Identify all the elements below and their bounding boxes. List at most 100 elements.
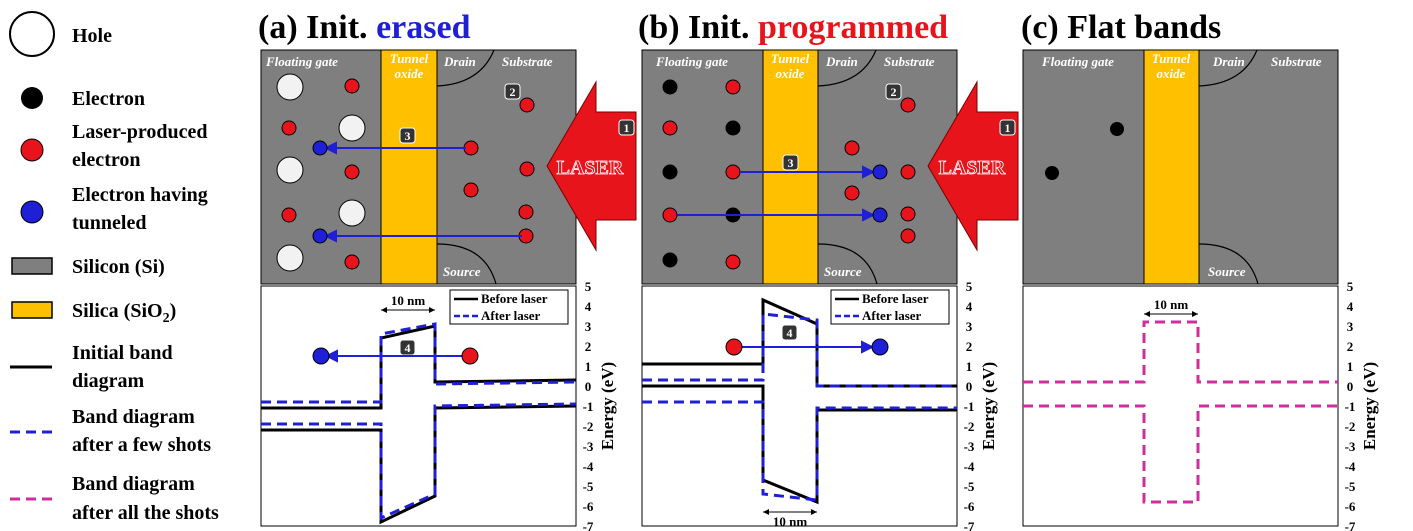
energy-tick-label: -1 bbox=[583, 399, 594, 414]
energy-tick-label: 5 bbox=[1347, 279, 1354, 294]
energy-tick-label: -5 bbox=[583, 479, 594, 494]
panel-a-laser-electron bbox=[344, 164, 360, 180]
panel-b-dimension: 10 nm bbox=[763, 509, 817, 529]
panel-b-band-legend: Before laser After laser bbox=[830, 289, 950, 325]
panel-b-step-4: 4 bbox=[781, 324, 798, 341]
svg-text:10 nm: 10 nm bbox=[391, 293, 425, 308]
panel-b-laser-electron bbox=[662, 207, 678, 223]
panel-a-oxide-label: oxide bbox=[395, 66, 424, 81]
panel-c-floating-gate-label: Floating gate bbox=[1041, 54, 1114, 69]
panel-b-laser-electron bbox=[662, 120, 678, 136]
panel-a-tunnel-label: Tunnel bbox=[390, 51, 429, 66]
panel-c-electron bbox=[1110, 122, 1124, 136]
energy-tick-label: -6 bbox=[1345, 499, 1356, 514]
panel-a-laser-electron bbox=[463, 182, 479, 198]
svg-text:Before laser: Before laser bbox=[481, 291, 548, 306]
energy-axis-label: Energy (eV) bbox=[1360, 362, 1379, 450]
panel-a-laser-electron bbox=[344, 78, 360, 94]
panel-c-band-flat-upper bbox=[1023, 320, 1338, 384]
energy-tick-label: 1 bbox=[1347, 359, 1354, 374]
panel-a-substrate-label: Substrate bbox=[502, 54, 553, 69]
svg-text:3: 3 bbox=[788, 156, 794, 170]
tunneled-legend-marker bbox=[20, 200, 44, 224]
hole-legend-marker bbox=[9, 11, 55, 57]
panel-b-band-arrowhead bbox=[861, 340, 875, 354]
legend-few-shots-line1: Band diagram bbox=[72, 406, 195, 428]
panel-a-source-label: Source bbox=[443, 264, 481, 279]
svg-text:4: 4 bbox=[787, 326, 793, 340]
panel-a-hole bbox=[276, 156, 304, 184]
electron-legend-marker bbox=[21, 87, 43, 109]
legend-laser-electron-line2: electron bbox=[72, 149, 141, 171]
panel-a-hole bbox=[338, 199, 366, 227]
svg-text:10 nm: 10 nm bbox=[773, 514, 807, 529]
panel-b-laser-electron bbox=[725, 164, 741, 180]
svg-text:After laser: After laser bbox=[862, 308, 922, 323]
panel-b-laser-electron bbox=[900, 228, 916, 244]
energy-tick-label: -1 bbox=[1345, 399, 1356, 414]
energy-tick-label: -5 bbox=[1345, 479, 1356, 494]
svg-text:1: 1 bbox=[1005, 121, 1011, 135]
panel-a-step-2: 2 bbox=[504, 83, 521, 100]
panel-b-laser-electron bbox=[844, 185, 860, 201]
energy-tick-label: 0 bbox=[966, 379, 973, 394]
panel-a-band-tunneled-electron bbox=[312, 347, 330, 365]
energy-tick-label: -7 bbox=[583, 519, 594, 531]
energy-tick-label: -3 bbox=[964, 439, 975, 454]
panel-c-band-lines bbox=[1023, 320, 1338, 504]
energy-tick-label: 4 bbox=[1347, 299, 1354, 314]
panel-a-laser-electron bbox=[519, 97, 535, 113]
svg-text:2: 2 bbox=[510, 85, 516, 99]
panel-b-tunneled-electron bbox=[872, 164, 888, 180]
svg-text:1: 1 bbox=[624, 121, 630, 135]
energy-tick-label: 2 bbox=[1347, 339, 1354, 354]
energy-tick-label: 3 bbox=[585, 319, 592, 334]
energy-tick-label: -1 bbox=[964, 399, 975, 414]
panel-a-laser-arrow bbox=[546, 80, 637, 252]
energy-tick-label: 2 bbox=[966, 339, 973, 354]
legend-silica-label: Silica (SiO2) bbox=[72, 300, 176, 326]
panel-c-floating-gate bbox=[1022, 49, 1145, 285]
panel-a-source-boundary bbox=[436, 243, 497, 285]
panel-a-hole bbox=[338, 114, 366, 142]
panel-c-substrate-label: Substrate bbox=[1271, 54, 1322, 69]
panel-b-laser-electron bbox=[900, 164, 916, 180]
panel-a-step-3: 3 bbox=[399, 127, 416, 144]
energy-tick-label: -7 bbox=[964, 519, 975, 531]
panel-b-tunnel-arrowhead bbox=[862, 165, 876, 179]
energy-axis-a: 5 4 3 2 1 0 -1 -2 -3 -4 -5 -6 -7 Energy (eV) bbox=[583, 279, 617, 531]
panel-b-laser-arrow bbox=[927, 80, 1019, 252]
energy-tick-label: -4 bbox=[964, 459, 975, 474]
energy-tick-label: 0 bbox=[585, 379, 592, 394]
energy-tick-label: 3 bbox=[1347, 319, 1354, 334]
panel-a-laser-electron bbox=[518, 204, 534, 220]
panel-a-laser-electron bbox=[344, 254, 360, 270]
panel-b-step-3: 3 bbox=[782, 154, 799, 171]
panel-c-title: (c) Flat bands bbox=[1021, 9, 1221, 46]
panel-a: (a) Init. erased Floating gate Tunnel ox… bbox=[258, 9, 637, 527]
panel-b-electron bbox=[725, 120, 741, 136]
panel-a-band-before-upper bbox=[261, 324, 577, 410]
panel-c-band-flat-lower bbox=[1023, 404, 1338, 504]
energy-axis-b: 5 4 3 2 1 0 -1 -2 -3 -4 -5 -6 -7 Energy (eV) bbox=[964, 279, 998, 531]
panel-c-source-label: Source bbox=[1208, 264, 1246, 279]
panel-b-band-after-lower bbox=[642, 400, 957, 502]
panel-b-band-before-upper bbox=[642, 297, 957, 388]
legend-initial-band-line1: Initial band bbox=[72, 342, 173, 364]
energy-axis-label: Energy (eV) bbox=[979, 362, 998, 450]
panel-a-hole bbox=[276, 73, 304, 101]
energy-tick-label: -6 bbox=[583, 499, 594, 514]
energy-tick-label: -4 bbox=[583, 459, 594, 474]
panel-a-laser-electron bbox=[463, 140, 479, 156]
panel-b-band-before-lower bbox=[642, 384, 957, 505]
legend-tunneled-line1: Electron having bbox=[72, 184, 208, 206]
panel-b-band-box bbox=[641, 285, 958, 527]
panel-b-substrate-label: Substrate bbox=[884, 54, 935, 69]
silica-legend-swatch bbox=[11, 301, 53, 319]
panel-a-laser-electron bbox=[281, 207, 297, 223]
panel-a-tunneled-electron bbox=[312, 140, 328, 156]
laser-electron-legend-marker bbox=[20, 138, 44, 162]
panel-a-floating-gate-label: Floating gate bbox=[265, 54, 338, 69]
legend-silicon-label: Silicon (Si) bbox=[72, 256, 165, 278]
energy-tick-label: -7 bbox=[1345, 519, 1356, 531]
